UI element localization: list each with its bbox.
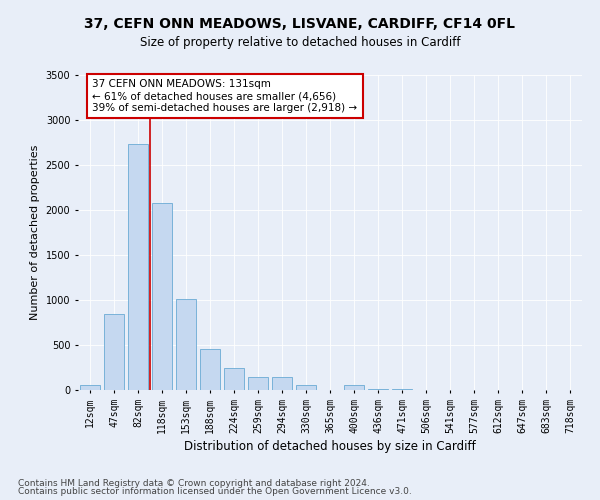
Bar xyxy=(296,384,316,390)
Bar xyxy=(224,368,244,390)
Bar xyxy=(248,376,268,390)
Text: 37 CEFN ONN MEADOWS: 131sqm
← 61% of detached houses are smaller (4,656)
39% of : 37 CEFN ONN MEADOWS: 131sqm ← 61% of det… xyxy=(92,80,358,112)
Text: 37, CEFN ONN MEADOWS, LISVANE, CARDIFF, CF14 0FL: 37, CEFN ONN MEADOWS, LISVANE, CARDIFF, … xyxy=(85,18,515,32)
Bar xyxy=(368,389,388,390)
Bar xyxy=(272,376,292,390)
Bar xyxy=(104,314,124,390)
X-axis label: Distribution of detached houses by size in Cardiff: Distribution of detached houses by size … xyxy=(184,440,476,453)
Text: Size of property relative to detached houses in Cardiff: Size of property relative to detached ho… xyxy=(140,36,460,49)
Bar xyxy=(80,385,100,390)
Bar xyxy=(176,299,196,390)
Bar xyxy=(152,203,172,390)
Bar xyxy=(200,349,220,390)
Text: Contains HM Land Registry data © Crown copyright and database right 2024.: Contains HM Land Registry data © Crown c… xyxy=(18,478,370,488)
Bar xyxy=(344,385,364,390)
Bar xyxy=(128,144,148,390)
Y-axis label: Number of detached properties: Number of detached properties xyxy=(30,145,40,320)
Text: Contains public sector information licensed under the Open Government Licence v3: Contains public sector information licen… xyxy=(18,487,412,496)
Bar xyxy=(392,389,412,390)
